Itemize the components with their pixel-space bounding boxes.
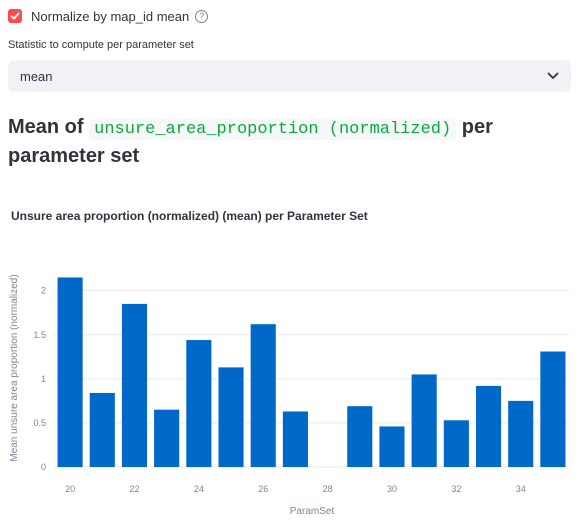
- bar-paramset-31: [411, 374, 437, 467]
- bar-paramset-34: [508, 400, 534, 467]
- x-tick-label-3: 26: [258, 484, 268, 494]
- page-heading: Mean of unsure_area_proportion (normaliz…: [8, 114, 528, 170]
- checkmark-icon: [10, 12, 20, 20]
- y-tick-label-4: 2: [41, 286, 46, 296]
- y-tick-label-0: 0: [41, 462, 46, 472]
- question-circle-icon[interactable]: ?: [195, 9, 209, 23]
- bar-paramset-21: [89, 392, 115, 467]
- bar-paramset-30: [379, 426, 405, 467]
- x-tick-label-0: 20: [65, 484, 75, 494]
- x-axis-label: ParamSet: [290, 506, 335, 517]
- bar-paramset-22: [121, 303, 148, 467]
- bar-paramset-20: [57, 277, 83, 467]
- bar-paramset-33: [475, 385, 502, 467]
- chart-title: Unsure area proportion (normalized) (mea…: [11, 209, 368, 223]
- bar-chart: 0 0.5 1 1.5 2 20 22 24 26 28 30 32 34 Mean unsure ar…: [9, 274, 569, 517]
- x-tick-label-1: 22: [129, 484, 139, 494]
- y-tick-label-1: 0.5: [33, 418, 46, 428]
- bar-paramset-25: [218, 367, 244, 467]
- bar-paramset-29: [347, 406, 373, 467]
- x-tick-label-2: 24: [194, 484, 204, 494]
- heading-suffix: per parameter set: [8, 116, 493, 167]
- statistic-select[interactable]: mean: [8, 60, 571, 92]
- normalize-checkbox[interactable]: [8, 9, 22, 23]
- bar-paramset-26: [250, 324, 276, 467]
- heading-code: unsure_area_proportion (normalized): [89, 119, 457, 140]
- y-axis-label: Mean unsure area proportion (normalized): [9, 274, 20, 461]
- x-tick-label-7: 34: [516, 484, 526, 494]
- bar-paramset-23: [154, 409, 180, 467]
- normalize-checkbox-label: Normalize by map_id mean: [31, 8, 190, 24]
- chevron-down-icon: [547, 72, 559, 79]
- statistic-select-value: mean: [20, 68, 53, 84]
- heading-prefix: Mean of: [8, 116, 84, 138]
- y-tick-label-3: 1.5: [33, 330, 46, 340]
- x-tick-label-4: 28: [323, 484, 333, 494]
- bar-paramset-27: [282, 411, 308, 467]
- normalize-checkbox-row[interactable]: Normalize by map_id mean ?: [8, 6, 209, 26]
- y-tick-label-2: 1: [41, 374, 46, 384]
- x-tick-label-6: 32: [451, 484, 461, 494]
- bar-paramset-24: [186, 340, 212, 467]
- bar-paramset-35: [540, 351, 566, 467]
- x-tick-label-5: 30: [387, 484, 397, 494]
- statistic-select-label: Statistic to compute per parameter set: [8, 39, 194, 51]
- bar-paramset-32: [443, 420, 469, 467]
